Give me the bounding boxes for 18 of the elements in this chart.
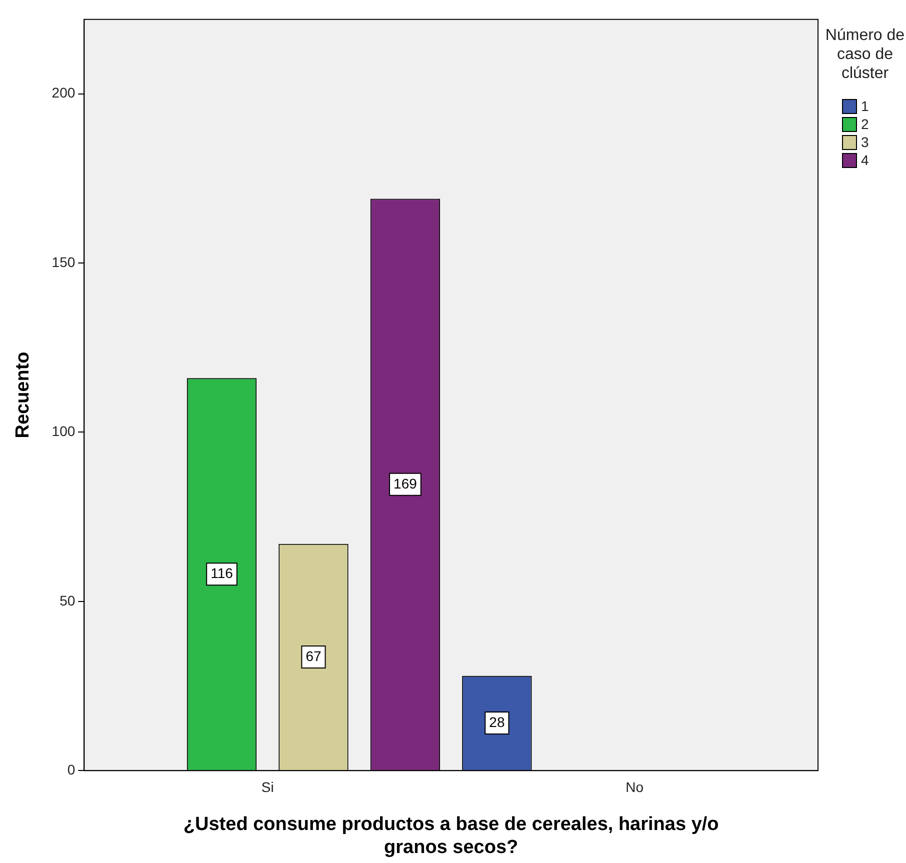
y-tick-label: 50 — [60, 592, 76, 608]
legend-label: 1 — [861, 98, 869, 114]
legend-label: 3 — [861, 134, 869, 150]
legend-label: 2 — [861, 116, 869, 132]
x-tick-label: No — [626, 778, 644, 795]
y-axis-title: Recuento — [12, 352, 34, 438]
data-label: 116 — [210, 564, 234, 581]
legend-title: Número de caso de clúster — [824, 26, 906, 83]
data-label: 169 — [394, 475, 418, 492]
y-tick-label: 0 — [67, 761, 76, 778]
y-tick-label: 100 — [52, 423, 76, 440]
legend-label: 4 — [861, 152, 869, 168]
x-tick-label: Si — [261, 778, 274, 795]
y-tick-label: 200 — [52, 84, 76, 101]
data-label: 67 — [306, 648, 322, 664]
data-label: 28 — [489, 714, 505, 730]
y-tick-label: 150 — [52, 254, 76, 270]
x-axis-title: ¿Usted consume productos a base de cereales, harinas y/o granos secos? — [183, 814, 719, 858]
